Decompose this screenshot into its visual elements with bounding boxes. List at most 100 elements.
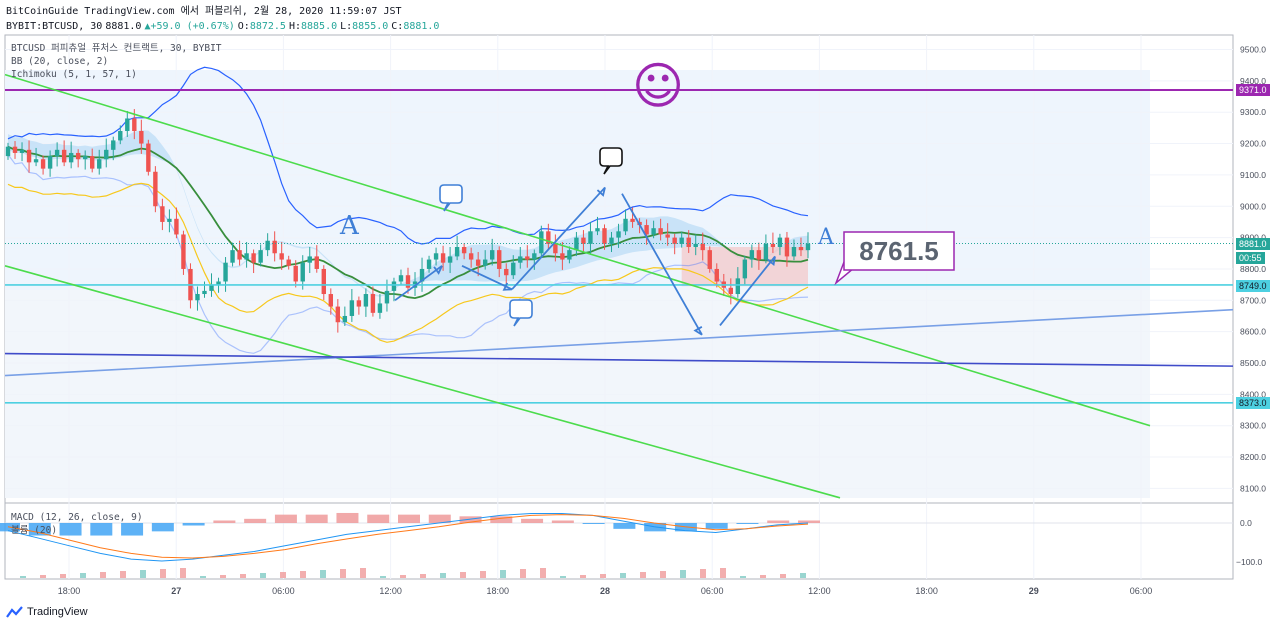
volume-bar	[460, 572, 466, 578]
candle-body	[728, 287, 734, 295]
candle-body	[511, 262, 516, 276]
price-tick-label: 9100.0	[1240, 170, 1266, 180]
macd-histogram-bar	[490, 516, 513, 523]
smiley-icon: ☺	[632, 57, 684, 115]
candle-body	[504, 268, 509, 276]
tradingview-logo-icon	[6, 606, 23, 618]
candle-body	[244, 253, 249, 260]
time-tick-label: 29	[1029, 586, 1039, 596]
price-tick-label: 8100.0	[1240, 483, 1266, 493]
candle-body	[26, 149, 32, 163]
ohlc-high-key: H:	[288, 21, 301, 32]
candle-body	[90, 156, 95, 169]
projection-arrow	[719, 255, 776, 326]
candle-body	[104, 149, 109, 160]
candle-body	[574, 237, 579, 251]
candle-body	[581, 237, 586, 244]
macd-indicator: 0.0 −100.0	[0, 512, 1263, 578]
candle-body	[160, 206, 165, 222]
candle-body	[209, 284, 214, 291]
candle-body	[756, 250, 762, 260]
volume-bar	[540, 568, 546, 578]
price-change: ▲+59.0 (+0.67%)	[144, 21, 235, 32]
volume-bar	[600, 574, 606, 578]
macd-histogram-bar	[151, 523, 174, 532]
candle-body	[791, 247, 797, 257]
candle-body	[546, 231, 551, 244]
candle-body	[82, 156, 88, 160]
hand-shape	[439, 184, 463, 212]
candle-body	[258, 250, 263, 263]
volume-bar	[280, 572, 286, 578]
macd-histogram-bar	[121, 523, 144, 536]
volume-bar	[120, 571, 126, 578]
price-axis[interactable]: 8100.0 8200.0 8300.0 8400.0 8500.0 8600.0 8700…	[1240, 45, 1266, 494]
candle-body	[644, 225, 649, 235]
macd-histogram-bar	[336, 512, 359, 523]
macd-pane[interactable]	[4, 502, 1234, 580]
macd-histogram-bar	[798, 520, 820, 523]
volume-bar	[380, 576, 386, 578]
hand-shape	[599, 147, 623, 175]
price-tick-label: 8800.0	[1240, 264, 1266, 274]
brand-label: TradingView	[27, 606, 88, 618]
candle-body	[623, 218, 628, 232]
arrow-head	[693, 326, 703, 336]
time-axis[interactable]: 18:00 27 06:00 12:00 18:00 28 06:00 12:00 18:00 2…	[58, 586, 1153, 596]
candle-body	[777, 237, 783, 248]
candle-body	[419, 268, 425, 282]
candle-body	[700, 243, 705, 251]
time-tick-label: 06:00	[701, 586, 724, 596]
candle-body	[5, 146, 11, 157]
candle-body	[686, 237, 691, 248]
candle-body	[672, 237, 677, 244]
time-tick-label: 06:00	[272, 586, 295, 596]
candle-body	[630, 218, 635, 222]
macd-histogram-bar	[521, 518, 544, 523]
projection-arrow	[511, 186, 606, 290]
candle-body	[588, 231, 593, 244]
candle-body	[770, 243, 776, 248]
candle-body	[356, 300, 362, 307]
resistance-price-tag: 9371.0	[1236, 84, 1270, 96]
macd-histogram-bar	[90, 523, 113, 536]
candle-body	[475, 259, 481, 266]
candle-body	[391, 281, 397, 291]
candle-body	[125, 118, 130, 132]
volume-bar	[300, 571, 306, 578]
ohlc-low: 8855.0	[352, 21, 389, 32]
candle-body	[707, 250, 712, 269]
projection-arrow	[394, 265, 443, 302]
ohlc-close-key: C:	[391, 21, 404, 32]
macd-histogram-bar	[28, 523, 51, 536]
candle-body	[749, 250, 755, 260]
price-tick-label: 8500.0	[1240, 358, 1266, 368]
candle-body	[433, 253, 439, 260]
letter-a-2: A	[817, 225, 835, 250]
candle-body	[518, 256, 523, 263]
macd-histogram-bar	[428, 514, 451, 523]
candle-body	[286, 259, 291, 266]
candle-body	[12, 146, 18, 153]
grid	[5, 35, 1233, 579]
candle-body	[61, 149, 67, 163]
candle-body	[651, 228, 656, 235]
candle-body	[230, 250, 235, 263]
price-tick-label: 8700.0	[1240, 295, 1266, 305]
time-tick-label: 18:00	[915, 586, 938, 596]
macd-histogram-bar	[398, 514, 420, 523]
candle-body	[202, 290, 207, 295]
candle-body	[532, 253, 537, 260]
publish-line: BitCoinGuide TradingView.com 에서 퍼블리쉬, 2월…	[6, 6, 402, 17]
candle-body	[763, 243, 769, 260]
volume-bar	[580, 575, 586, 578]
candle-body	[265, 240, 270, 251]
channel-lower-line	[4, 265, 841, 499]
arrow-head	[596, 187, 606, 197]
macd-histogram-bar	[59, 523, 82, 536]
volume-bar	[80, 573, 86, 578]
volume-bar	[40, 575, 46, 578]
legend-symbol: BTCUSD 퍼피츄얼 퓨처스 컨트랙트, 30, BYBIT	[11, 43, 222, 54]
support-price-tag-2: 8373.0	[1236, 397, 1270, 409]
